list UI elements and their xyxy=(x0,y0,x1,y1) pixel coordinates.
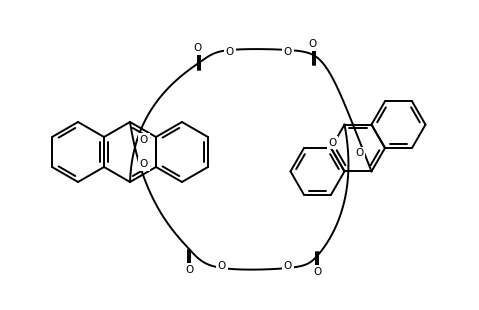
Text: O: O xyxy=(284,47,292,57)
Text: O: O xyxy=(309,39,317,49)
Text: O: O xyxy=(140,159,148,169)
Text: O: O xyxy=(314,267,322,277)
Text: O: O xyxy=(355,148,364,158)
Text: O: O xyxy=(186,265,194,275)
Text: O: O xyxy=(284,261,292,271)
Text: O: O xyxy=(218,261,226,271)
Text: O: O xyxy=(140,135,148,145)
Text: O: O xyxy=(226,47,234,57)
Text: O: O xyxy=(329,138,337,148)
Text: O: O xyxy=(194,43,202,53)
